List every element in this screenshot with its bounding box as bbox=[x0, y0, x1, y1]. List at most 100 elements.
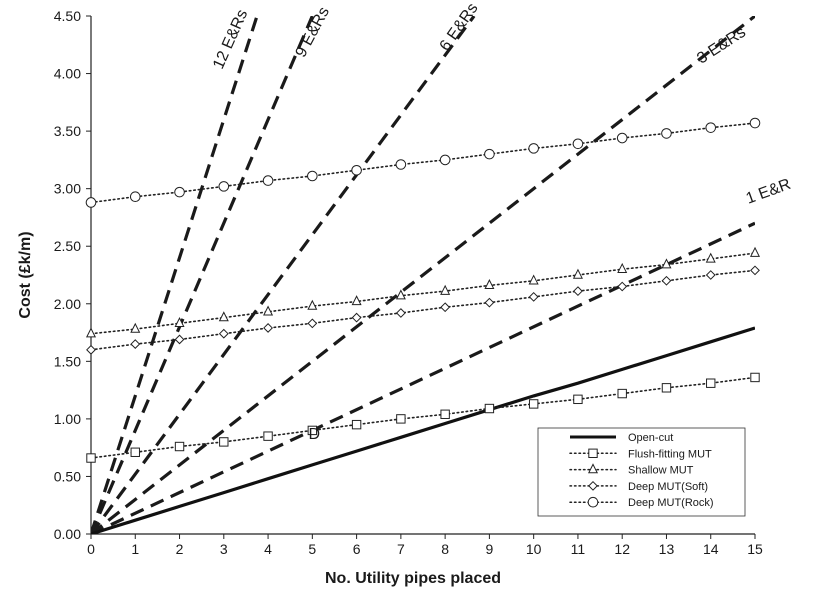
data-point bbox=[307, 170, 318, 182]
data-point bbox=[130, 447, 140, 457]
data-point bbox=[706, 378, 716, 388]
series-line bbox=[91, 269, 755, 351]
legend-label: Deep MUT(Rock) bbox=[628, 497, 714, 509]
data-point bbox=[130, 339, 141, 349]
x-axis-title: No. Utility pipes placed bbox=[325, 570, 501, 587]
data-point bbox=[174, 441, 185, 452]
legend-entry: Deep MUT(Rock) bbox=[569, 496, 714, 509]
y-tick-label: 1.00 bbox=[54, 411, 81, 427]
er-line-label: 1 E&R bbox=[744, 176, 793, 208]
legend-entry: Shallow MUT bbox=[569, 463, 694, 477]
legend-label: Flush-fitting MUT bbox=[628, 448, 712, 460]
data-point bbox=[749, 246, 761, 257]
legend-entry: Deep MUT(Soft) bbox=[569, 480, 708, 493]
y-tick-label: 4.00 bbox=[54, 66, 81, 82]
legend-marker bbox=[587, 496, 599, 508]
data-point bbox=[307, 318, 318, 329]
ticks: 0 1 2 3 4 5 6 7 8 9 10 11 12 13 14 150.000.501.001.502.… bbox=[54, 8, 763, 557]
y-tick-label: 2.00 bbox=[54, 296, 81, 312]
x-tick-label: 4 bbox=[264, 541, 272, 557]
data-point bbox=[395, 289, 406, 300]
data-point bbox=[440, 302, 451, 313]
data-point bbox=[86, 453, 96, 463]
data-point bbox=[484, 279, 495, 290]
data-point bbox=[351, 295, 362, 306]
data-point bbox=[263, 431, 273, 441]
x-tick-label: 5 bbox=[308, 541, 316, 557]
data-point bbox=[705, 270, 716, 280]
er-line-label: 6 E&Rs bbox=[437, 0, 482, 54]
data-point bbox=[351, 164, 362, 176]
data-point bbox=[218, 311, 229, 322]
annotation-label: D bbox=[309, 426, 321, 443]
x-tick-label: 0 bbox=[87, 541, 95, 557]
data-point bbox=[219, 437, 229, 447]
data-point bbox=[528, 399, 539, 409]
data-point bbox=[218, 181, 230, 192]
data-point bbox=[661, 128, 672, 139]
legend-box bbox=[537, 427, 746, 517]
x-tick-label: 9 bbox=[486, 541, 494, 557]
data-point bbox=[351, 312, 362, 323]
legend-marker bbox=[588, 480, 598, 491]
markers bbox=[85, 117, 761, 463]
data-point bbox=[395, 159, 407, 170]
data-point bbox=[749, 117, 761, 129]
data-point bbox=[705, 252, 716, 263]
er-line bbox=[91, 16, 259, 534]
legend: Open-cut Flush-fitting MUT Shallow MUT Deep… bbox=[537, 427, 746, 517]
data-point bbox=[661, 258, 672, 269]
legend-marker bbox=[587, 463, 599, 474]
data-point bbox=[395, 308, 406, 318]
y-tick-label: 1.50 bbox=[54, 353, 81, 369]
data-point bbox=[307, 299, 318, 310]
data-point bbox=[617, 281, 628, 292]
data-point bbox=[661, 383, 672, 393]
x-tick-label: 10 bbox=[526, 541, 542, 557]
series-line bbox=[91, 326, 755, 534]
data-point bbox=[263, 305, 274, 316]
er-line-label: 12 E&Rs bbox=[210, 7, 251, 72]
y-tick-label: 0.50 bbox=[54, 468, 81, 484]
x-tick-label: 6 bbox=[353, 541, 361, 557]
data-point bbox=[617, 388, 627, 399]
data-point bbox=[396, 414, 406, 424]
er-line-label: 9 E&Rs bbox=[293, 4, 333, 60]
y-tick-label: 3.00 bbox=[54, 181, 81, 197]
x-tick-label: 3 bbox=[220, 541, 228, 557]
data-point bbox=[750, 265, 760, 276]
x-tick-label: 7 bbox=[397, 541, 405, 557]
data-point bbox=[440, 284, 451, 295]
data-point bbox=[617, 262, 628, 273]
data-point bbox=[705, 122, 717, 133]
y-tick-label: 2.50 bbox=[54, 238, 81, 254]
data-point bbox=[86, 344, 96, 355]
legend-entry: Open-cut bbox=[570, 432, 673, 444]
y-tick-label: 3.50 bbox=[54, 123, 81, 139]
data-point bbox=[528, 291, 539, 302]
series bbox=[91, 122, 755, 534]
annotations: D bbox=[309, 426, 321, 443]
legend-label: Open-cut bbox=[628, 432, 673, 444]
data-point bbox=[661, 275, 672, 286]
er-line bbox=[91, 16, 476, 534]
er-line bbox=[91, 221, 755, 534]
data-point bbox=[572, 268, 583, 279]
legend-label: Shallow MUT bbox=[628, 465, 694, 477]
legend-label: Deep MUT(Soft) bbox=[628, 481, 708, 493]
data-point bbox=[351, 419, 362, 430]
x-tick-label: 1 bbox=[131, 541, 139, 557]
series-line bbox=[91, 122, 755, 204]
data-point bbox=[174, 317, 185, 328]
axes bbox=[90, 16, 755, 535]
data-point bbox=[307, 425, 318, 436]
x-tick-label: 14 bbox=[703, 541, 719, 557]
x-tick-label: 15 bbox=[747, 541, 763, 557]
data-point bbox=[85, 327, 97, 338]
x-tick-label: 8 bbox=[441, 541, 449, 557]
y-tick-label: 0.00 bbox=[54, 526, 81, 542]
data-point bbox=[262, 175, 274, 186]
data-point bbox=[129, 191, 141, 203]
data-point bbox=[573, 286, 583, 297]
